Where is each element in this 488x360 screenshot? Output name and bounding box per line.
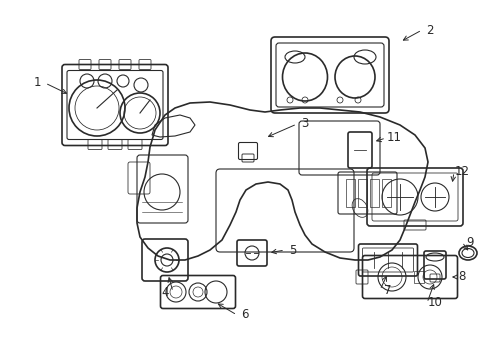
Text: 11: 11 <box>386 131 401 144</box>
Text: 1: 1 <box>33 77 41 90</box>
Text: 3: 3 <box>301 117 308 130</box>
Text: 9: 9 <box>465 235 473 248</box>
Text: 7: 7 <box>384 284 391 297</box>
Bar <box>357 179 366 207</box>
Text: 8: 8 <box>457 270 465 284</box>
Text: 12: 12 <box>453 166 468 179</box>
Bar <box>369 179 378 207</box>
Bar <box>413 271 423 283</box>
Bar <box>381 179 390 207</box>
Text: 5: 5 <box>289 243 296 256</box>
Text: 4: 4 <box>161 285 168 298</box>
Text: 6: 6 <box>241 309 248 321</box>
Text: 10: 10 <box>427 297 442 310</box>
Text: 2: 2 <box>426 23 433 36</box>
Bar <box>346 179 354 207</box>
